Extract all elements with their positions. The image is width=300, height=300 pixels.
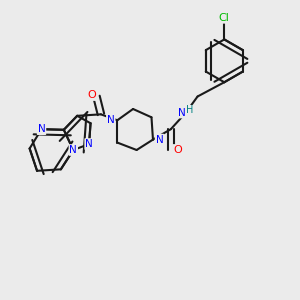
Text: N: N xyxy=(85,139,93,149)
Text: N: N xyxy=(178,108,186,118)
Text: N: N xyxy=(156,135,164,145)
Text: O: O xyxy=(88,90,96,100)
Text: Cl: Cl xyxy=(219,13,230,23)
Text: H: H xyxy=(185,106,193,116)
Text: N: N xyxy=(69,145,77,155)
Text: N: N xyxy=(38,124,45,134)
Text: N: N xyxy=(107,115,115,125)
Text: O: O xyxy=(173,145,182,155)
